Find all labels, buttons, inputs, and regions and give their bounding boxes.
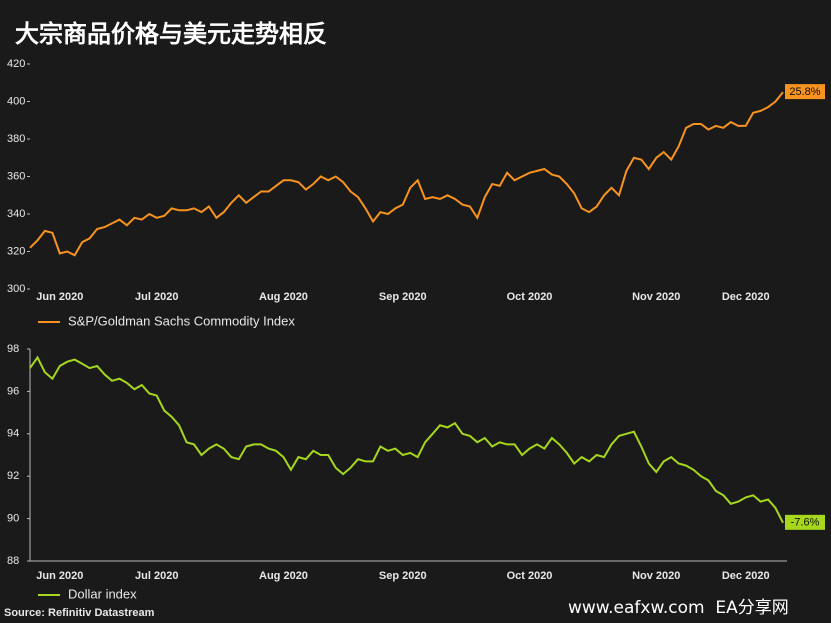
legend-label: Dollar index xyxy=(68,586,137,601)
x-tick-label: Jul 2020 xyxy=(135,291,178,303)
annotation-box xyxy=(785,514,825,530)
y-tick-label: 92 xyxy=(7,470,19,482)
annotation: -7.6% xyxy=(791,517,820,529)
x-tick-label: Jun 2020 xyxy=(36,570,83,582)
y-tick-label: 360 xyxy=(7,170,25,182)
y-tick-label: 98 xyxy=(7,343,19,355)
y-tick-label: 90 xyxy=(7,513,19,525)
y-tick-label: 88 xyxy=(7,555,19,567)
x-tick-label: Sep 2020 xyxy=(379,570,427,582)
x-tick-label: Dec 2020 xyxy=(722,291,770,303)
y-tick-label: 380 xyxy=(7,133,25,145)
line xyxy=(29,91,784,257)
y-tick-label: 340 xyxy=(7,208,25,220)
x-tick-label: Sep 2020 xyxy=(379,291,427,303)
chart-title: 大宗商品价格与美元走势相反 xyxy=(15,20,327,48)
annotation: 25.8% xyxy=(789,86,820,98)
x-tick-label: Oct 2020 xyxy=(507,291,553,303)
x-tick-label: Jun 2020 xyxy=(36,291,83,303)
y-tick-label: 400 xyxy=(7,95,25,107)
line xyxy=(29,355,784,524)
x-tick-label: Dec 2020 xyxy=(722,570,770,582)
y-tick-label: 94 xyxy=(7,428,19,440)
x-tick-label: Aug 2020 xyxy=(259,570,308,582)
x-tick-label: Jul 2020 xyxy=(135,570,178,582)
y-tick-label: 320 xyxy=(7,245,25,257)
source: Source: Refinitiv Datastream xyxy=(4,607,155,619)
y-tick-label: 96 xyxy=(7,385,19,397)
x-tick-label: Oct 2020 xyxy=(507,570,553,582)
watermark: www.eafxw.com EA分享网 xyxy=(568,598,789,618)
x-tick-label: Nov 2020 xyxy=(632,291,680,303)
x-tick-label: Aug 2020 xyxy=(259,291,308,303)
x-tick-label: Nov 2020 xyxy=(632,570,680,582)
y-tick-label: 420 xyxy=(7,58,25,70)
y-tick-label: 300 xyxy=(7,283,25,295)
annotation-box xyxy=(785,84,825,100)
legend-label: S&P/Goldman Sachs Commodity Index xyxy=(68,313,295,328)
